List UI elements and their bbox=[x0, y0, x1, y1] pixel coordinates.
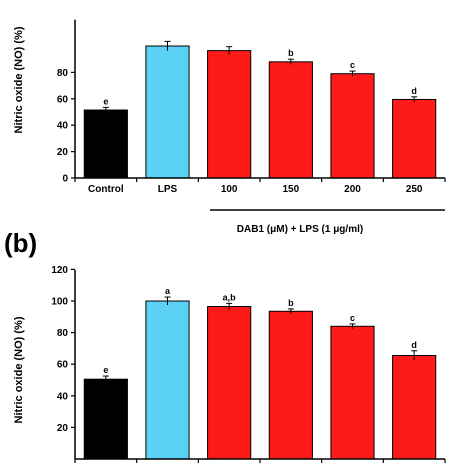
panel-b-y-tick-label-1: 40 bbox=[57, 391, 69, 402]
panel-a-group-label: DAB1 (μM) + LPS (1 μg/ml) bbox=[237, 224, 363, 235]
panel-b-y-tick-label-2: 60 bbox=[57, 360, 69, 371]
panel-a-significance-0: e bbox=[103, 96, 108, 106]
panel-a-y-axis-label: Nitric oxide (NO) (%) bbox=[13, 26, 25, 133]
panel-b-bar-3 bbox=[268, 310, 313, 460]
panel-a-y-tick-label-0: 0 bbox=[62, 174, 68, 185]
panel-a-category-label-1: LPS bbox=[158, 184, 178, 195]
panel-a-bar-4 bbox=[330, 73, 375, 179]
panel-a-bar-5 bbox=[392, 98, 437, 179]
panel-b-y-tick-label-5: 120 bbox=[51, 265, 68, 276]
panel-b-y-tick-label-4: 100 bbox=[51, 297, 68, 308]
panel-a-bar-1 bbox=[145, 45, 190, 179]
panel-a-y-tick-label-2: 40 bbox=[57, 121, 69, 132]
panel-b-y-axis-label: Nitric oxide (NO) (%) bbox=[13, 316, 25, 423]
panel-a-y-tick-label-3: 60 bbox=[57, 94, 69, 105]
panel-a-category-label-0: Control bbox=[88, 184, 124, 195]
panel-a-y-tick-label-4: 80 bbox=[57, 68, 69, 79]
panel-a-significance-3: b bbox=[288, 48, 294, 58]
panel-a-category-label-5: 250 bbox=[406, 184, 423, 195]
panel-b-significance-2: a,b bbox=[223, 292, 237, 302]
panel-b-label: (b) bbox=[4, 228, 37, 258]
panel-a-significance-4: c bbox=[350, 60, 355, 70]
panel-b-significance-1: a bbox=[165, 286, 171, 296]
panel-a-category-label-2: 100 bbox=[221, 184, 238, 195]
panel-b-significance-5: d bbox=[411, 340, 417, 350]
panel-b-significance-4: c bbox=[350, 313, 355, 323]
panel-a-bar-3 bbox=[268, 61, 313, 179]
panel-a-category-label-4: 200 bbox=[344, 184, 361, 195]
panel-b-significance-3: b bbox=[288, 298, 294, 308]
panel-b-bar-2 bbox=[207, 306, 252, 460]
panel-b-y-tick-label-3: 80 bbox=[57, 328, 69, 339]
panel-a-category-label-3: 150 bbox=[282, 184, 299, 195]
panel-b-bar-1 bbox=[145, 300, 190, 460]
panel-b-bar-0 bbox=[83, 378, 128, 460]
panel-a-significance-5: d bbox=[411, 86, 417, 96]
panel-b-bar-5 bbox=[392, 355, 437, 460]
panel-a-bar-2 bbox=[207, 50, 252, 179]
panel-a-bar-0 bbox=[83, 109, 128, 179]
panel-b-bar-4 bbox=[330, 325, 375, 460]
panel-a-y-tick-label-1: 20 bbox=[57, 147, 69, 158]
panel-b-y-tick-label-0: 20 bbox=[57, 423, 69, 434]
panel-b-significance-0: e bbox=[103, 365, 108, 375]
